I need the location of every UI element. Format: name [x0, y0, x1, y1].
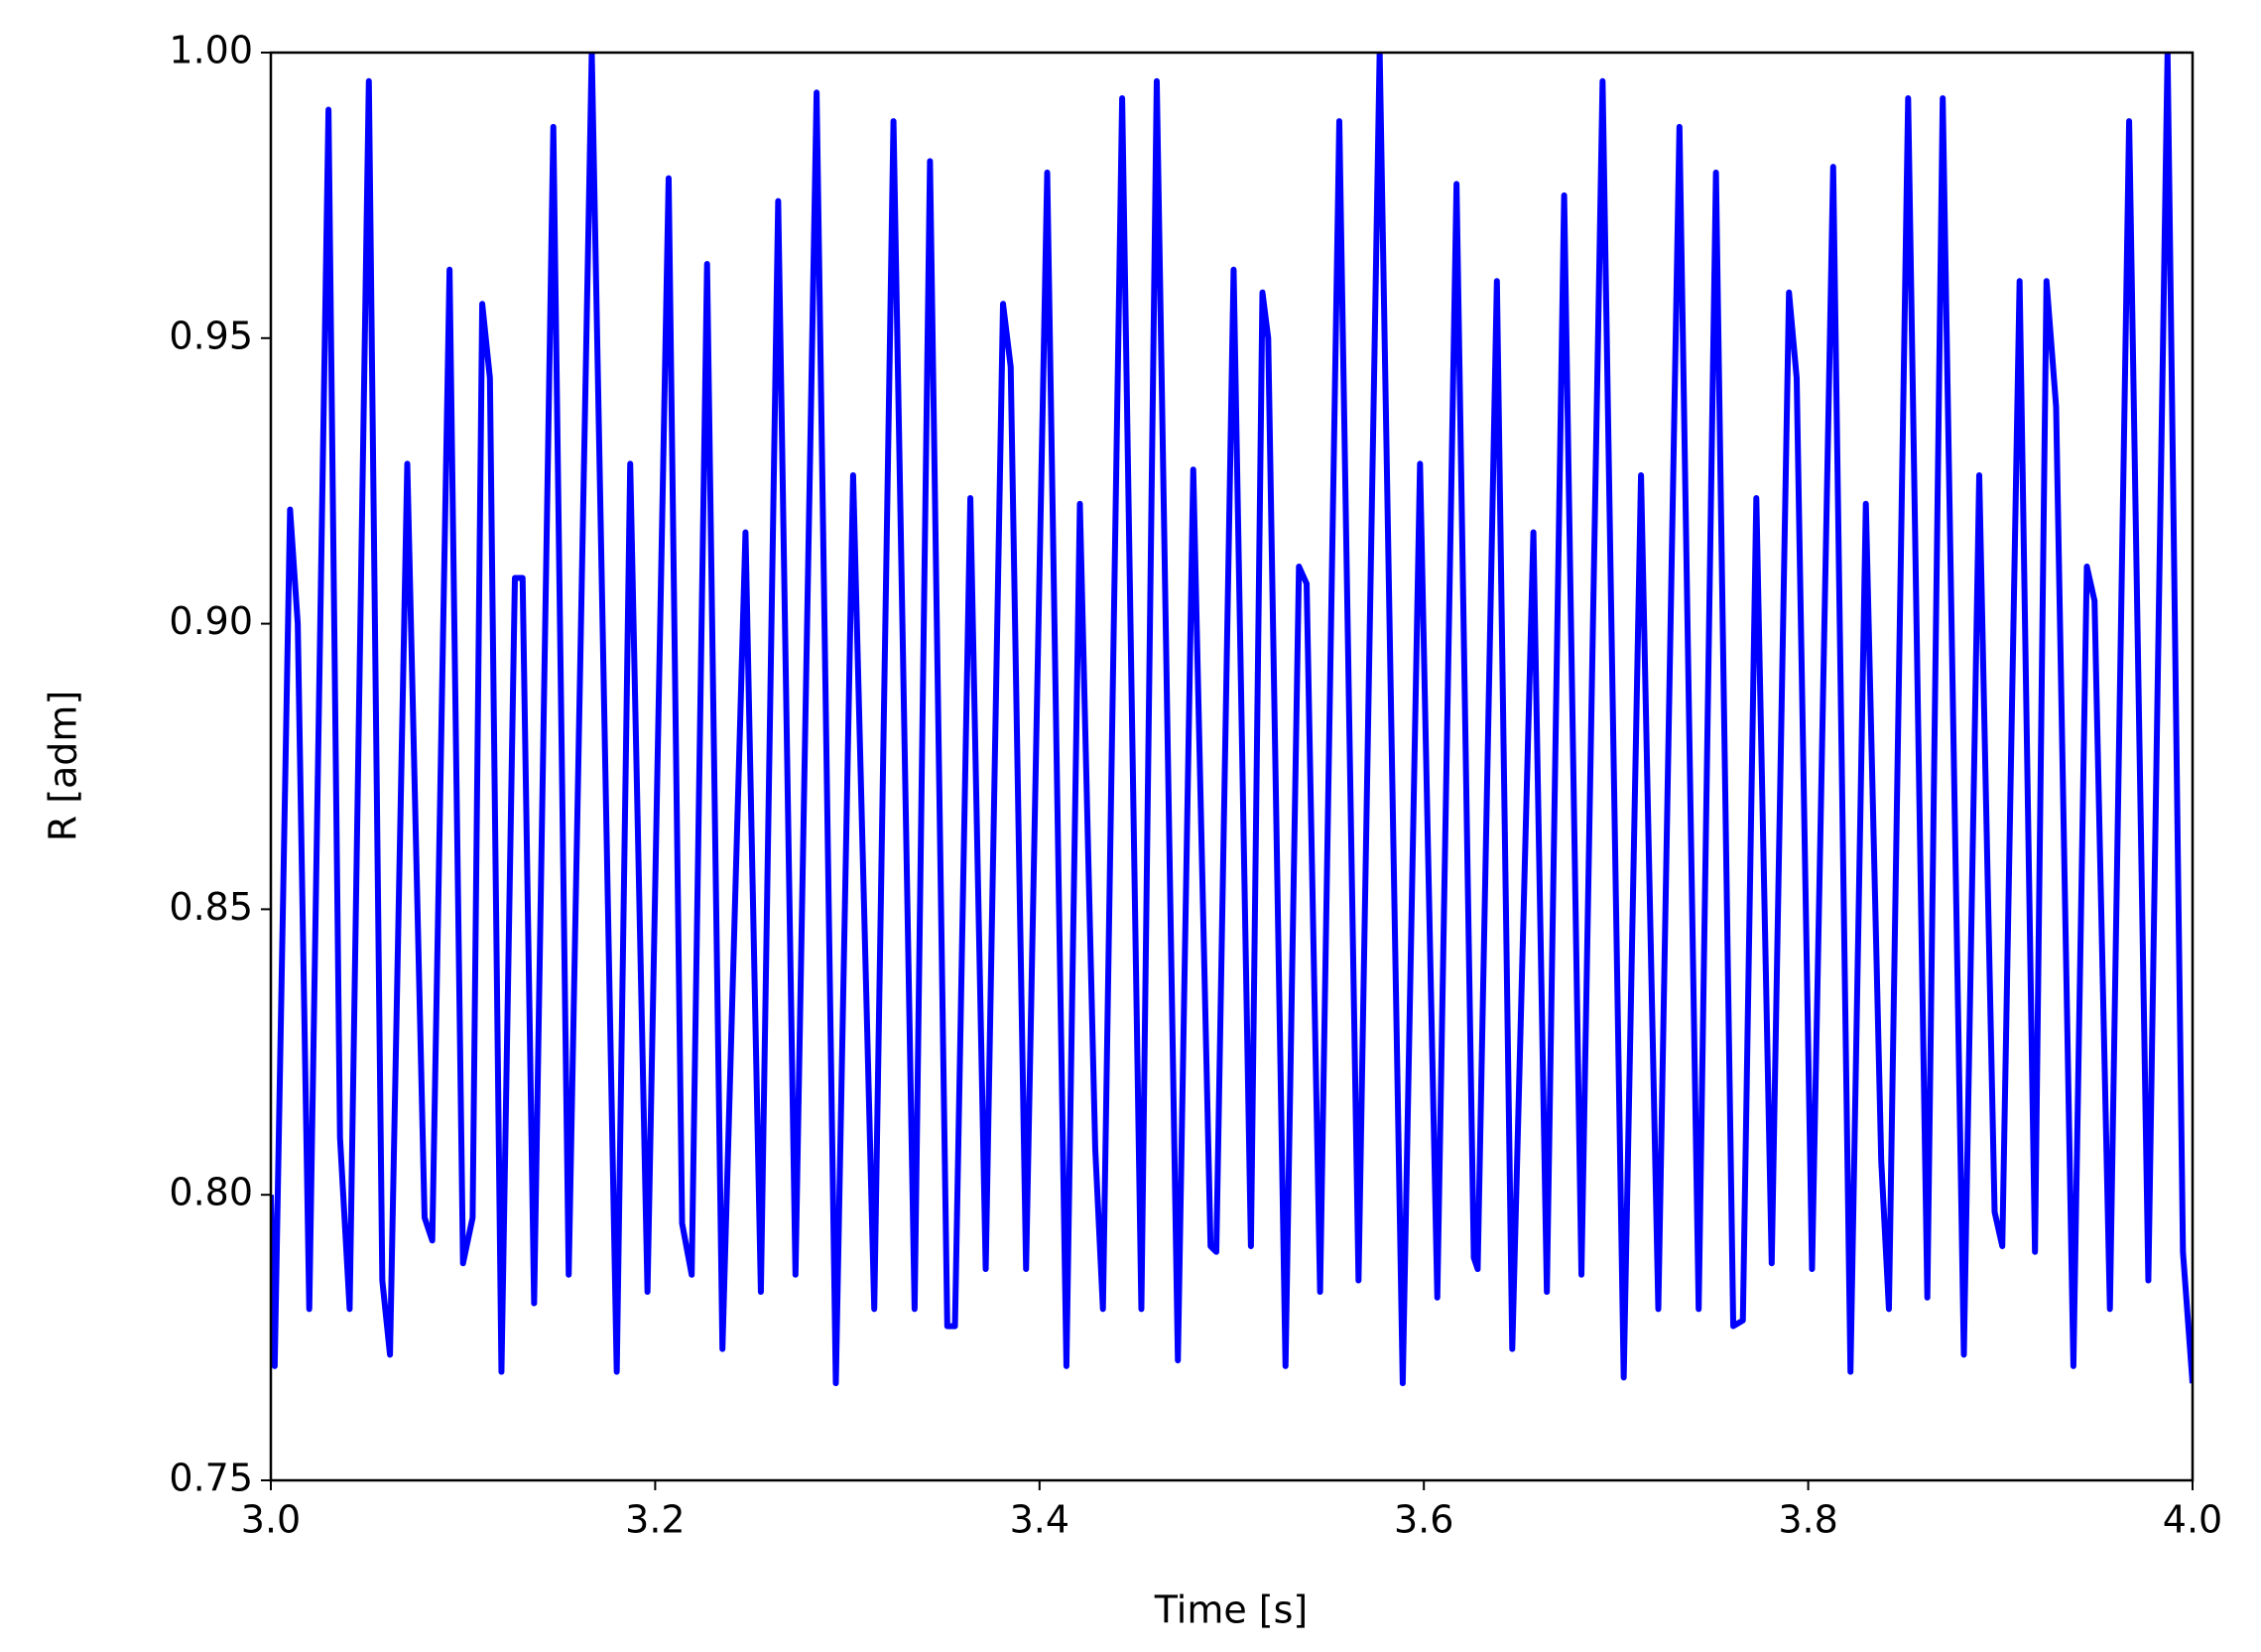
y-tick-label: 0.95 — [169, 314, 253, 357]
x-tick-label: 4.0 — [2163, 1498, 2222, 1542]
plot-frame — [269, 51, 2195, 1482]
x-tick-label: 3.0 — [241, 1498, 301, 1542]
y-tick-label: 1.00 — [169, 29, 253, 72]
x-tick-label: 3.6 — [1394, 1498, 1453, 1542]
x-axis-label: Time [s] — [1154, 1588, 1309, 1632]
y-tick-label: 0.80 — [169, 1171, 253, 1214]
x-tick-label: 3.4 — [1010, 1498, 1069, 1542]
y-axis-label: R [adm] — [42, 691, 85, 842]
y-tick-label: 0.85 — [169, 885, 253, 929]
x-tick-label: 3.8 — [1778, 1498, 1837, 1542]
y-tick-label: 0.90 — [169, 599, 253, 643]
y-tick-label: 0.75 — [169, 1457, 253, 1500]
data-line — [271, 53, 2193, 1387]
x-tick-label: 3.2 — [625, 1498, 685, 1542]
